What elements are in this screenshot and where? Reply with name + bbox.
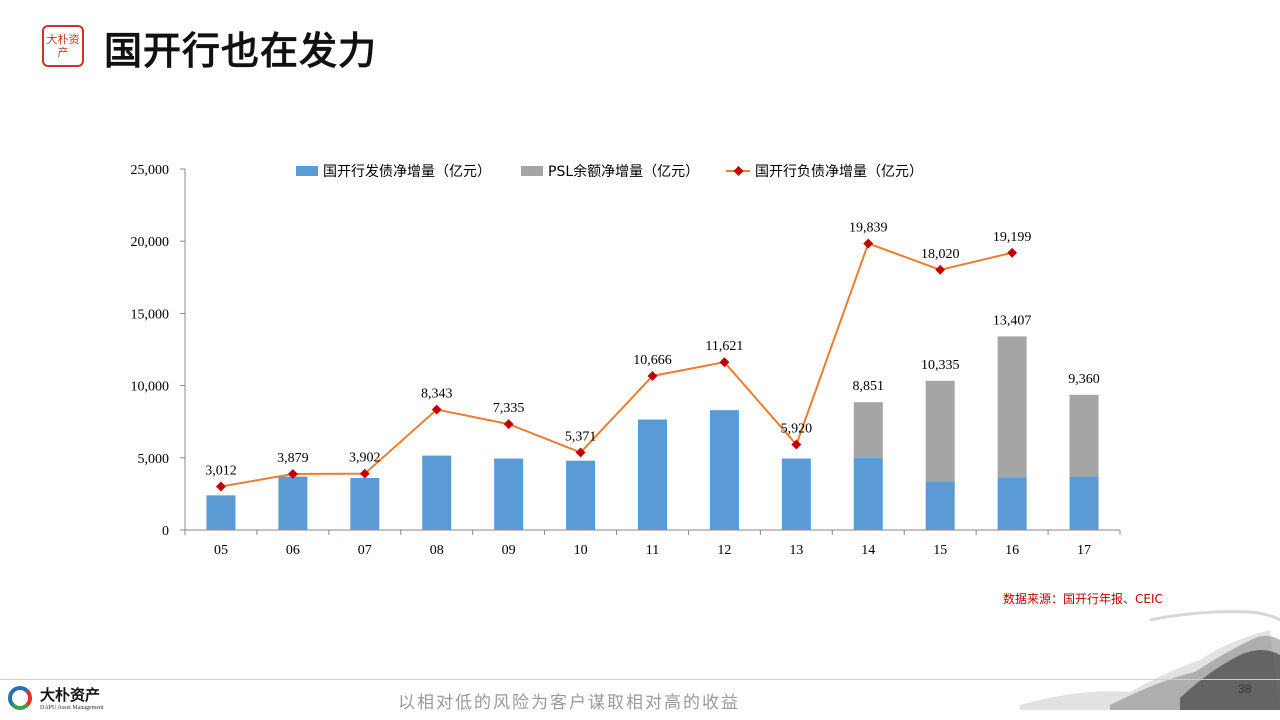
- liability-net-point: [216, 481, 226, 492]
- x-tick-label: 15: [933, 543, 947, 558]
- source-note: 数据来源：国开行年报、CEIC: [1003, 592, 1163, 606]
- liability-net-point: [719, 357, 730, 368]
- line-data-label: 19,839: [849, 221, 888, 236]
- bar-total-label: 8,851: [853, 379, 885, 394]
- x-tick-label: 11: [646, 543, 659, 558]
- bond-net-bar: [925, 481, 955, 530]
- company-name-en: DAPU Asset Management: [40, 705, 104, 711]
- bar-total-label: 13,407: [993, 313, 1032, 328]
- bond-net-bar: [997, 477, 1027, 530]
- liability-net-point: [359, 468, 370, 479]
- legend-label: 国开行负债净增量（亿元）: [755, 164, 923, 180]
- line-data-label: 7,335: [493, 401, 525, 416]
- line-data-label: 3,902: [349, 451, 381, 466]
- bar-total-label: 10,335: [921, 358, 960, 373]
- x-tick-label: 13: [789, 543, 803, 558]
- psl-net-bar: [853, 402, 883, 458]
- y-tick-label: 5,000: [138, 452, 170, 467]
- x-tick-label: 07: [358, 543, 372, 558]
- liability-net-point: [575, 447, 586, 458]
- legend-label: PSL余额净增量（亿元）: [548, 163, 699, 180]
- bond-net-bar: [566, 460, 596, 530]
- legend-marker: [733, 166, 744, 176]
- x-tick-label: 10: [574, 543, 588, 558]
- liability-net-point: [791, 439, 802, 450]
- bond-net-bar: [350, 478, 380, 530]
- legend-label: 国开行发债净增量（亿元）: [323, 164, 491, 180]
- liability-net-point: [863, 238, 874, 249]
- liability-net-point: [647, 371, 658, 381]
- ink-landscape-image: [1020, 610, 1280, 710]
- bond-net-bar: [781, 458, 811, 530]
- x-tick-label: 06: [286, 543, 300, 558]
- bond-net-bar: [638, 419, 667, 530]
- bar-total-label: 9,360: [1068, 372, 1100, 387]
- bond-net-bar: [206, 495, 236, 530]
- footer-divider: [0, 679, 1280, 680]
- liability-net-point: [431, 404, 442, 415]
- line-data-label: 5,371: [565, 429, 597, 444]
- y-tick-label: 20,000: [131, 235, 170, 250]
- x-tick-label: 05: [214, 543, 228, 558]
- line-data-label: 5,920: [781, 422, 813, 437]
- page-title: 国开行也在发力: [104, 29, 378, 73]
- liability-net-point: [935, 264, 946, 275]
- line-data-label: 11,621: [705, 339, 743, 354]
- y-tick-label: 25,000: [131, 163, 170, 178]
- line-data-label: 3,879: [277, 451, 309, 466]
- y-tick-label: 10,000: [131, 380, 170, 395]
- bond-net-bar: [709, 410, 739, 530]
- line-data-label: 19,199: [993, 230, 1032, 245]
- bond-net-bar: [853, 457, 883, 530]
- x-tick-label: 16: [1005, 543, 1019, 558]
- page-number: 38: [1238, 682, 1252, 696]
- bond-net-bar: [422, 455, 452, 530]
- liability-net-point: [1007, 247, 1018, 258]
- seal-logo: 大朴资产: [42, 25, 84, 67]
- chart: 0 5,000 10,000 15,000 20,000 25,000 05 06 07 08 09…: [131, 163, 1121, 558]
- logo-ring-icon: [8, 686, 32, 710]
- line-data-label: 3,012: [205, 464, 237, 479]
- line-data-label: 8,343: [421, 387, 453, 402]
- footer-slogan: 以相对低的风险为客户谋取相对高的收益: [398, 693, 740, 713]
- bond-net-bar: [1069, 476, 1099, 530]
- psl-net-bar: [997, 336, 1027, 478]
- y-tick-label: 15,000: [131, 307, 170, 322]
- x-tick-label: 14: [861, 543, 875, 558]
- x-tick-label: 09: [502, 543, 516, 558]
- line-data-label: 10,666: [633, 353, 672, 368]
- bond-net-bar: [494, 458, 524, 530]
- line-data-label: 18,020: [921, 247, 960, 262]
- liability-net-point: [503, 419, 514, 430]
- psl-net-bar: [925, 380, 955, 482]
- x-tick-label: 17: [1077, 543, 1091, 558]
- x-tick-label: 12: [717, 543, 731, 558]
- company-name: 大朴资产: [40, 686, 101, 704]
- liability-net-line: [220, 242, 1013, 488]
- bond-net-bar: [278, 476, 308, 530]
- company-logo: 大朴资产 DAPU Asset Management: [8, 684, 118, 716]
- seal-text: 大朴资产: [46, 33, 80, 59]
- y-tick-label: 0: [162, 524, 169, 539]
- x-tick-label: 08: [430, 543, 444, 558]
- psl-net-bar: [1069, 394, 1099, 477]
- legend-swatch: [296, 166, 318, 176]
- liability-net-point: [287, 469, 298, 479]
- legend-swatch: [521, 166, 543, 176]
